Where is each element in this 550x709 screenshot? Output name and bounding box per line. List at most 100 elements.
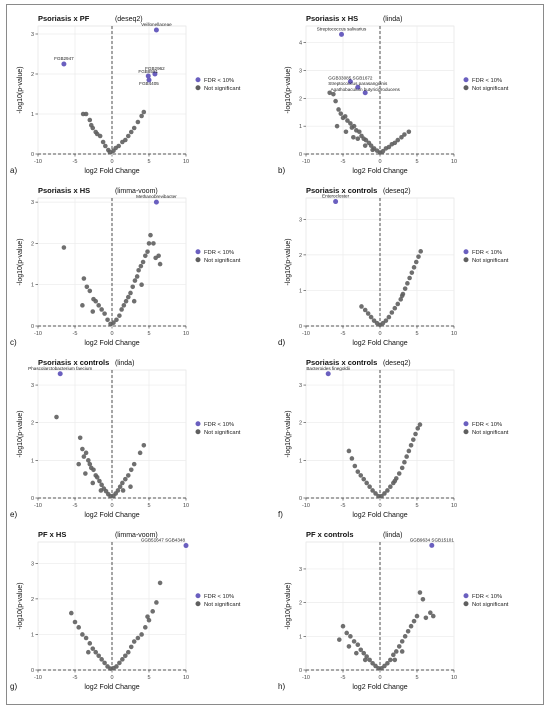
panel-method: (limma-voom) (115, 188, 158, 195)
y-tick-label: 2 (31, 421, 34, 427)
legend-not-significant-label: Not significant (472, 86, 509, 92)
legend-not-significant-swatch (195, 601, 201, 607)
point-not-significant (344, 630, 349, 636)
y-tick-label: 3 (299, 383, 302, 389)
point-not-significant (125, 473, 131, 478)
panel-2: -10 -5 0 5 10 0 1 2 3 4 Streptococcus salivarius GG… (278, 14, 509, 175)
x-tick-label: 10 (183, 159, 189, 165)
point-not-significant (83, 635, 89, 641)
point-not-significant (338, 111, 344, 116)
point-not-significant (385, 488, 390, 493)
point-not-significant (102, 311, 107, 316)
point-not-significant (370, 147, 375, 153)
point-not-significant (93, 649, 99, 655)
point-not-significant (99, 482, 104, 488)
point-not-significant (87, 461, 93, 467)
point-not-significant (125, 133, 131, 139)
panel-method: (limma-voom) (115, 532, 158, 539)
point-significant (355, 84, 361, 90)
x-tick-label: -5 (73, 331, 78, 337)
x-tick-label: 5 (147, 159, 150, 165)
point-not-significant (86, 458, 91, 463)
point-not-significant (86, 649, 91, 655)
x-tick-label: -10 (34, 159, 42, 165)
x-tick-label: 5 (147, 675, 150, 681)
point-not-significant (423, 615, 429, 621)
significant-label: Veillonellaceae (141, 22, 172, 27)
point-significant (145, 73, 151, 79)
x-tick-label: 10 (451, 503, 457, 509)
point-not-significant (389, 310, 395, 315)
point-not-significant (430, 613, 436, 619)
point-not-significant (125, 649, 131, 655)
y-tick-label: 3 (31, 561, 34, 567)
point-not-significant (331, 91, 336, 97)
y-tick-label: 0 (31, 668, 34, 674)
legend-not-significant-swatch (463, 257, 469, 263)
point-not-significant (81, 276, 87, 281)
point-not-significant (420, 596, 426, 602)
point-not-significant (111, 320, 116, 325)
significant-label: Streptococcus parasanguinis (328, 81, 388, 86)
point-not-significant (141, 109, 147, 115)
x-tick-label: 5 (415, 159, 418, 165)
y-tick-label: 3 (299, 567, 302, 573)
point-not-significant (368, 314, 374, 320)
y-tick-label: 3 (31, 200, 34, 206)
significant-label: Enterocloster (322, 194, 350, 199)
x-tick-label: 5 (415, 331, 418, 337)
point-not-significant (361, 476, 367, 482)
point-not-significant (343, 129, 349, 135)
point-not-significant (96, 653, 101, 659)
point-not-significant (383, 318, 389, 323)
point-not-significant (120, 657, 125, 662)
point-not-significant (93, 298, 99, 304)
legend-significant-swatch (195, 421, 201, 427)
point-not-significant (411, 265, 417, 270)
y-tick-label: 1 (299, 288, 302, 294)
x-tick-label: 0 (110, 503, 113, 509)
y-tick-label: 0 (31, 496, 34, 502)
significant-label: FGB2947 (54, 56, 74, 61)
point-not-significant (346, 448, 352, 454)
point-not-significant (399, 649, 405, 654)
figure-frame (6, 4, 544, 705)
point-not-significant (123, 137, 128, 143)
point-not-significant (80, 303, 85, 308)
legend-significant-swatch (195, 77, 201, 83)
point-not-significant (408, 623, 414, 629)
legend-significant-label: FDR < 10% (472, 78, 502, 84)
x-tick-label: -5 (341, 331, 346, 337)
point-not-significant (358, 473, 364, 478)
point-not-significant (362, 657, 368, 663)
point-not-significant (349, 456, 355, 461)
y-tick-label: 4 (299, 41, 302, 47)
point-not-significant (362, 307, 368, 313)
legend-significant-label: FDR < 10% (204, 78, 234, 84)
point-not-significant (137, 450, 143, 456)
y-tick-label: 1 (31, 632, 34, 638)
point-not-significant (135, 119, 141, 125)
point-not-significant (402, 634, 408, 639)
point-not-significant (367, 484, 372, 490)
point-not-significant (87, 641, 93, 646)
point-not-significant (128, 467, 134, 473)
point-not-significant (351, 123, 357, 129)
point-not-significant (132, 278, 138, 283)
point-not-significant (119, 307, 124, 312)
legend-not-significant-swatch (463, 429, 469, 435)
panel-title: PF x controls (306, 530, 354, 539)
point-not-significant (105, 317, 110, 323)
point-not-significant (409, 270, 415, 275)
point-not-significant (361, 650, 367, 656)
point-not-significant (131, 125, 137, 131)
point-not-significant (76, 461, 81, 467)
panel-title: Psoriasis x controls (306, 186, 377, 195)
panel-letter: f) (278, 510, 283, 519)
point-not-significant (413, 431, 418, 437)
y-axis-label: -log10(p-value) (17, 66, 24, 113)
panel-letter: a) (10, 166, 17, 175)
point-not-significant (128, 484, 133, 490)
point-not-significant (150, 609, 155, 614)
point-not-significant (139, 113, 144, 119)
